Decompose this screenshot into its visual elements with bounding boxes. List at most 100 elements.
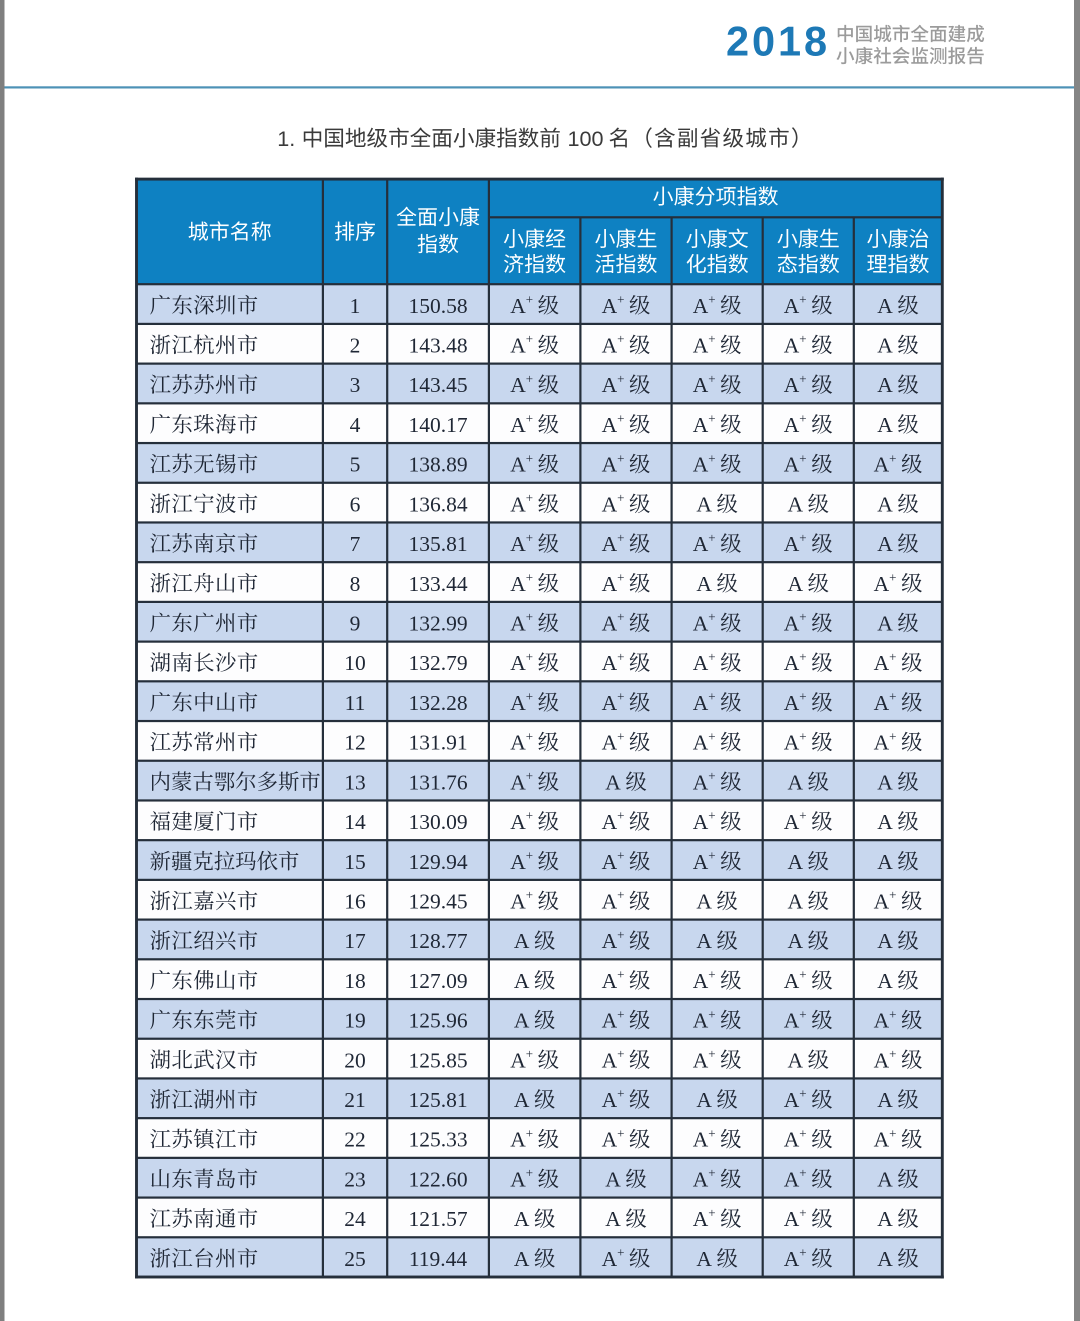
- svg-text:+: +: [526, 490, 533, 505]
- svg-text:A: A: [784, 731, 800, 755]
- svg-text:A: A: [784, 651, 800, 675]
- svg-text:A: A: [874, 651, 890, 675]
- svg-text:A: A: [696, 890, 712, 914]
- svg-text:+: +: [708, 808, 715, 823]
- svg-text:22: 22: [344, 1128, 366, 1152]
- svg-text:A: A: [877, 532, 893, 556]
- svg-text:+: +: [526, 1165, 533, 1180]
- svg-text:A: A: [510, 890, 526, 914]
- svg-text:122.60: 122.60: [408, 1168, 467, 1192]
- svg-text:A: A: [877, 373, 893, 397]
- svg-text:A: A: [877, 810, 893, 834]
- svg-text:A: A: [784, 294, 800, 318]
- svg-text:A: A: [784, 413, 800, 437]
- svg-text:A: A: [784, 1128, 800, 1152]
- svg-text:A: A: [514, 1009, 530, 1033]
- svg-text:+: +: [617, 689, 624, 704]
- svg-text:A: A: [693, 453, 709, 477]
- svg-text:A: A: [514, 1247, 530, 1271]
- svg-text:+: +: [708, 1006, 715, 1021]
- svg-text:+: +: [708, 371, 715, 386]
- svg-text:+: +: [526, 808, 533, 823]
- svg-text:129.45: 129.45: [408, 890, 467, 914]
- svg-text:10: 10: [344, 651, 366, 675]
- svg-text:A: A: [602, 850, 618, 874]
- svg-text:A: A: [514, 1088, 530, 1112]
- svg-text:A: A: [877, 413, 893, 437]
- svg-text:+: +: [799, 1125, 806, 1140]
- svg-text:+: +: [708, 530, 715, 545]
- svg-text:131.91: 131.91: [408, 731, 467, 755]
- svg-text:A: A: [877, 850, 893, 874]
- svg-text:A: A: [510, 532, 526, 556]
- svg-text:A: A: [784, 810, 800, 834]
- svg-text:133.44: 133.44: [408, 572, 467, 596]
- svg-text:+: +: [708, 689, 715, 704]
- svg-text:A: A: [788, 850, 804, 874]
- svg-text:+: +: [617, 490, 624, 505]
- svg-text:+: +: [526, 848, 533, 863]
- svg-text:A: A: [510, 850, 526, 874]
- svg-text:+: +: [889, 570, 896, 585]
- svg-text:8: 8: [350, 572, 361, 596]
- svg-text:A: A: [510, 453, 526, 477]
- svg-text:2018: 2018: [726, 18, 830, 65]
- svg-text:+: +: [708, 1125, 715, 1140]
- svg-text:A: A: [693, 294, 709, 318]
- svg-text:A: A: [602, 929, 618, 953]
- svg-text:A: A: [874, 691, 890, 715]
- svg-text:A: A: [510, 810, 526, 834]
- svg-text:A: A: [514, 929, 530, 953]
- svg-text:A: A: [877, 969, 893, 993]
- svg-text:130.09: 130.09: [408, 810, 467, 834]
- svg-text:A: A: [874, 1128, 890, 1152]
- svg-text:143.45: 143.45: [408, 373, 467, 397]
- svg-text:+: +: [799, 808, 806, 823]
- svg-text:6: 6: [350, 492, 361, 516]
- svg-text:A: A: [696, 1247, 712, 1271]
- svg-text:119.44: 119.44: [409, 1247, 468, 1271]
- svg-text:+: +: [617, 1125, 624, 1140]
- svg-text:A: A: [693, 1168, 709, 1192]
- svg-text:A: A: [510, 651, 526, 675]
- svg-text:A: A: [510, 373, 526, 397]
- svg-text:A: A: [877, 1247, 893, 1271]
- svg-text:A: A: [602, 413, 618, 437]
- svg-text:+: +: [708, 848, 715, 863]
- svg-text:A: A: [510, 1048, 526, 1072]
- svg-text:+: +: [889, 450, 896, 465]
- svg-text:A: A: [602, 492, 618, 516]
- svg-text:16: 16: [344, 890, 366, 914]
- svg-text:+: +: [889, 689, 896, 704]
- svg-text:132.79: 132.79: [408, 651, 467, 675]
- svg-text:+: +: [708, 411, 715, 426]
- svg-text:A: A: [602, 1088, 618, 1112]
- svg-text:A: A: [510, 413, 526, 437]
- svg-text:9: 9: [350, 612, 361, 636]
- svg-text:+: +: [526, 1125, 533, 1140]
- svg-text:A: A: [693, 334, 709, 358]
- svg-text:138.89: 138.89: [408, 453, 467, 477]
- svg-text:A: A: [693, 731, 709, 755]
- svg-text:A: A: [784, 1009, 800, 1033]
- svg-text:17: 17: [344, 929, 366, 953]
- svg-text:A: A: [696, 1088, 712, 1112]
- svg-text:+: +: [526, 728, 533, 743]
- svg-text:+: +: [799, 649, 806, 664]
- svg-text:A: A: [877, 612, 893, 636]
- svg-text:11: 11: [345, 691, 366, 715]
- svg-text:A: A: [877, 334, 893, 358]
- svg-text:A: A: [784, 453, 800, 477]
- svg-text:15: 15: [344, 850, 366, 874]
- svg-text:+: +: [526, 609, 533, 624]
- svg-text:A: A: [693, 770, 709, 794]
- svg-text:A: A: [693, 1009, 709, 1033]
- svg-text:135.81: 135.81: [408, 532, 467, 556]
- svg-text:A: A: [696, 572, 712, 596]
- svg-text:+: +: [708, 609, 715, 624]
- svg-text:+: +: [799, 967, 806, 982]
- svg-text:+: +: [889, 1006, 896, 1021]
- svg-text:A: A: [877, 492, 893, 516]
- svg-text:A: A: [693, 651, 709, 675]
- svg-text:A: A: [784, 969, 800, 993]
